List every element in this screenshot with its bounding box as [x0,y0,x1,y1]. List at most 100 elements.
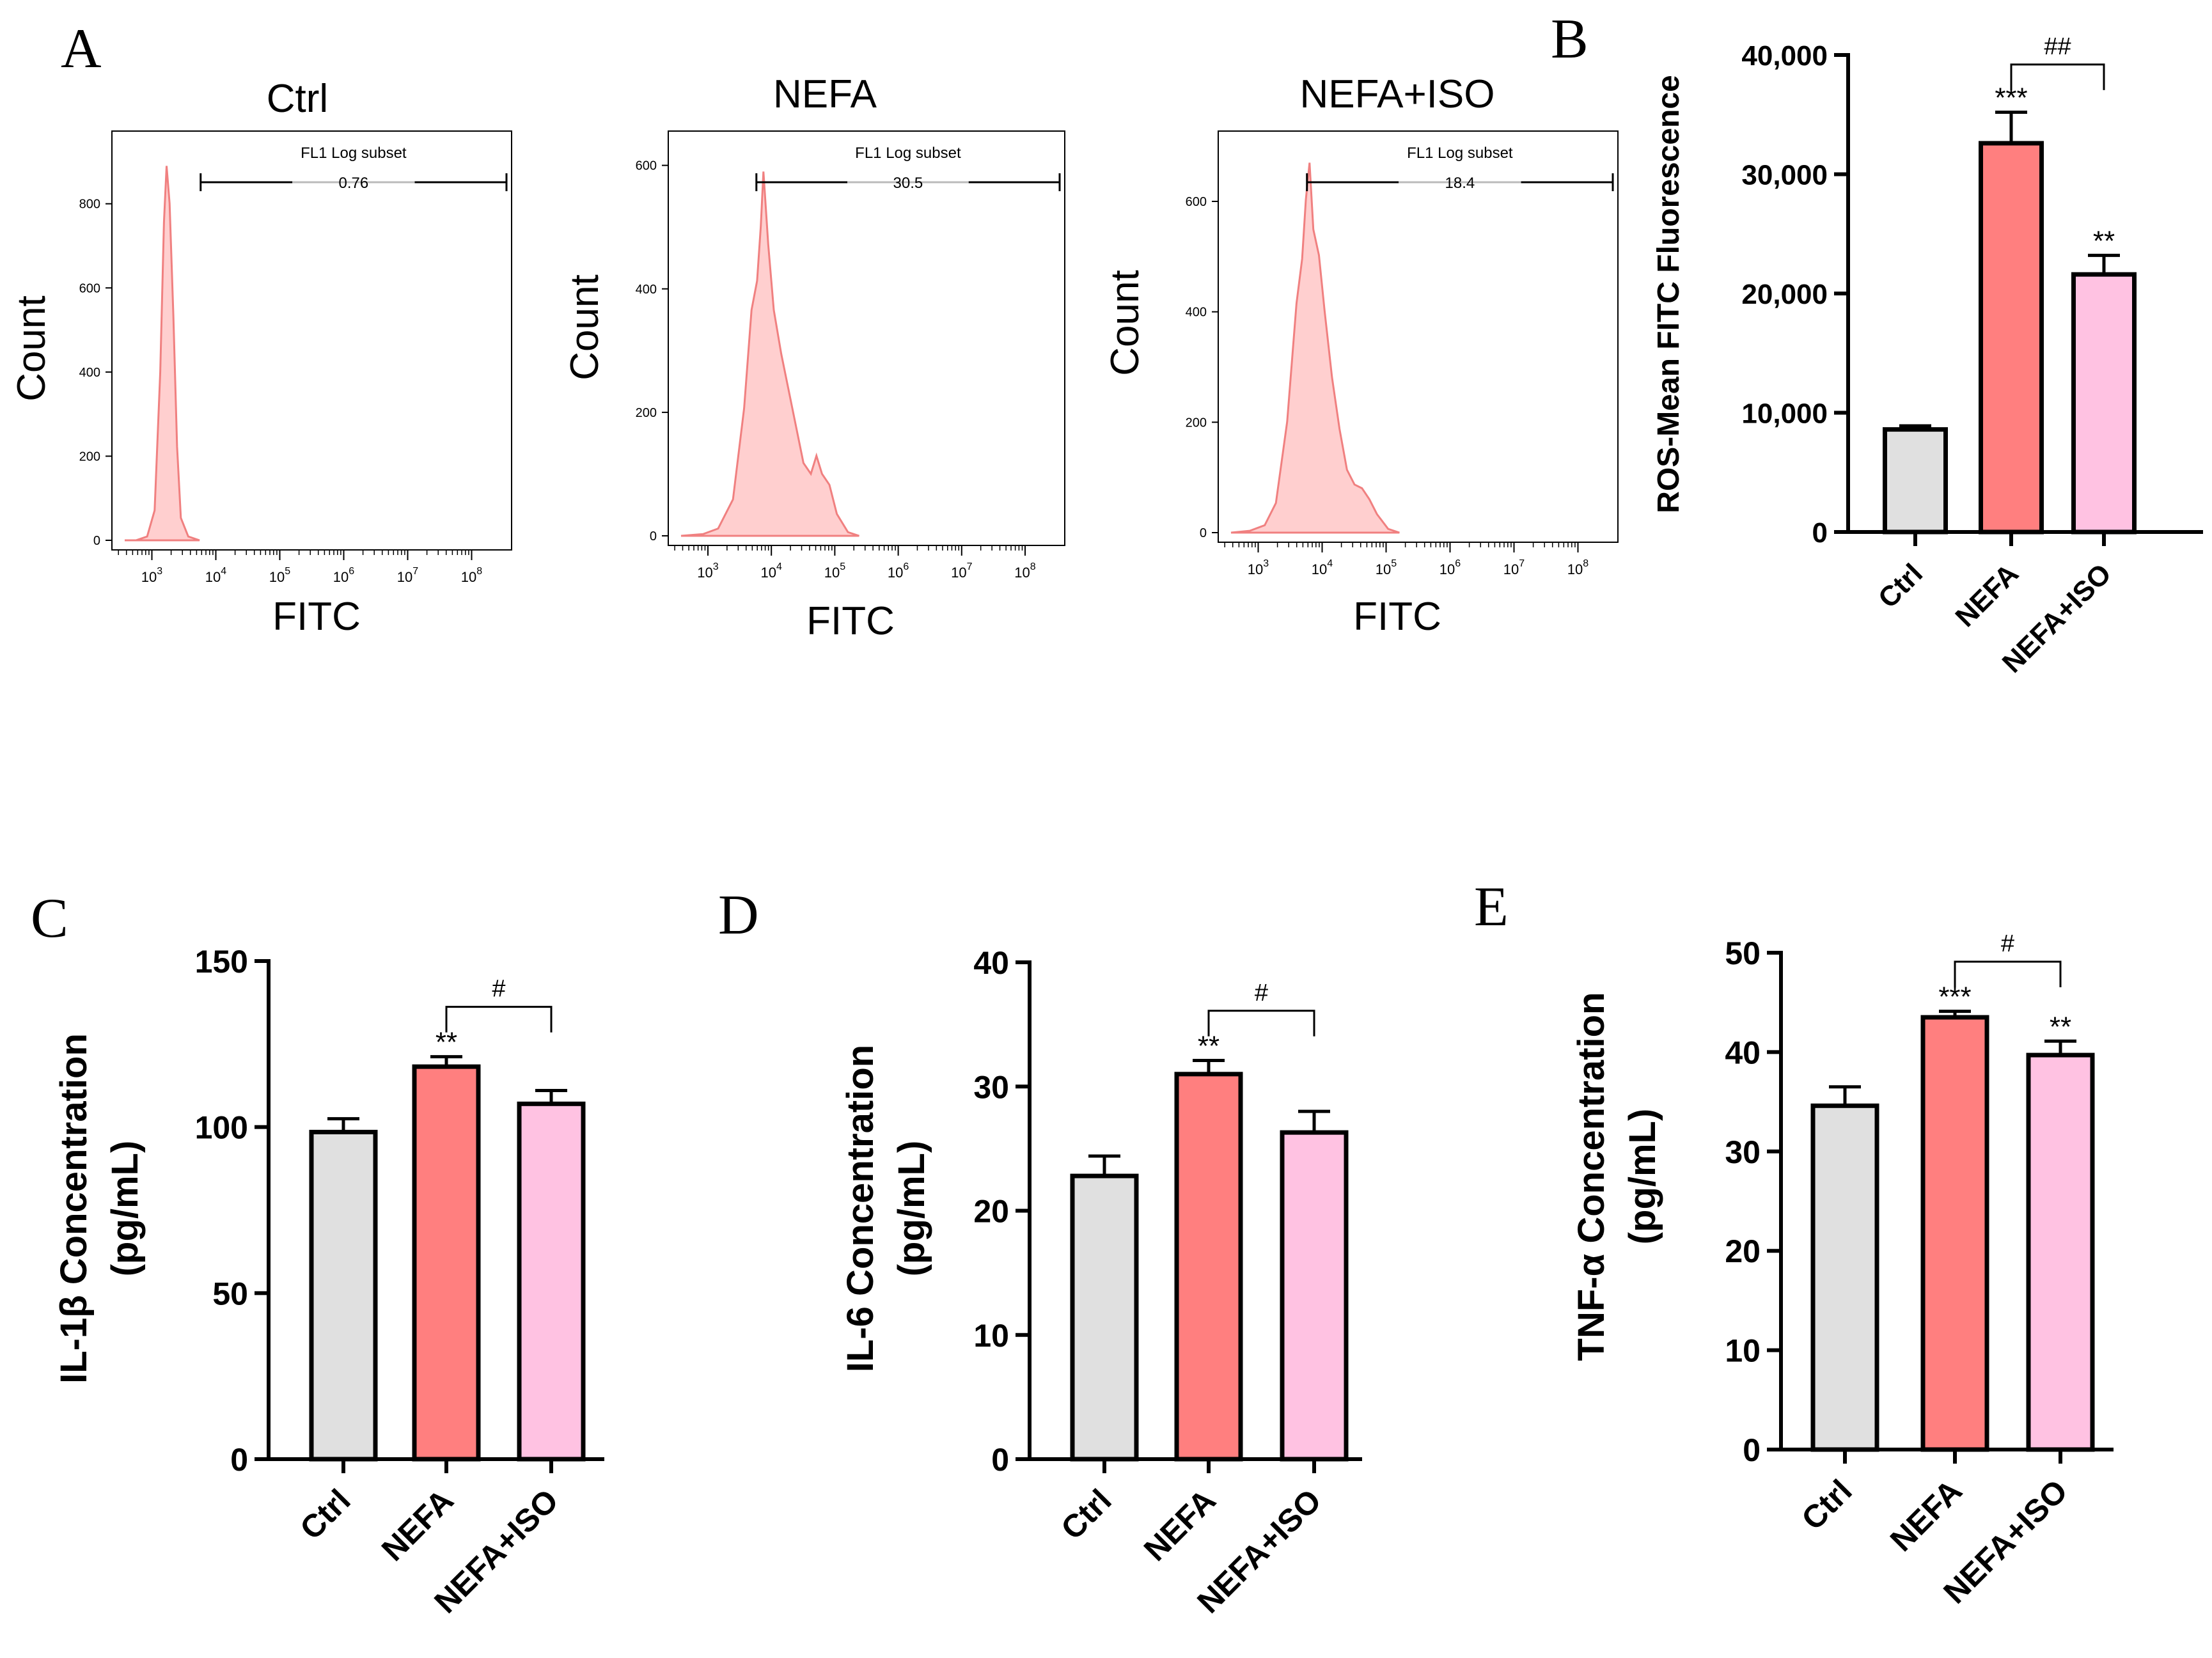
flow-x-tick-label: 108 [1567,558,1588,577]
panel-label-a: A [61,18,102,80]
y-axis-label-units: (pg/mL) [1622,1109,1663,1245]
flow-x-tick-exponent: 6 [1455,558,1461,569]
flow-x-tick-exponent: 3 [713,561,719,572]
flow-x-tick-base: 10 [397,569,412,585]
flow-x-tick-exponent: 7 [967,561,973,572]
flow-x-tick-label: 108 [461,566,482,585]
bar-ctrl [1883,427,1948,535]
flow-x-tick-base: 10 [1248,561,1263,577]
y-tick-label: 10 [1725,1333,1761,1369]
bar-nefa-iso [1280,1130,1349,1462]
flow-x-tick-base: 10 [269,569,285,585]
flow-x-tick-label: 107 [397,566,418,585]
flow-y-tick-label: 200 [79,450,100,464]
flow-title: NEFA [773,72,877,116]
flow-x-tick-exponent: 7 [1519,558,1525,569]
flow-x-tick-label: 103 [1248,558,1269,577]
panel-label-d: D [718,884,759,946]
flow-x-tick-base: 10 [888,565,903,581]
flow-x-tick-label: 103 [697,561,718,581]
flow-x-tick-exponent: 4 [776,561,782,572]
y-tick-label: 0 [1812,517,1828,549]
flow-x-tick-exponent: 8 [476,566,482,577]
flow-x-tick-base: 10 [1312,561,1327,577]
flow-x-tick-label: 104 [1312,558,1333,577]
flow-x-tick-label: 105 [269,566,290,585]
flow-x-tick-base: 10 [141,569,157,585]
flow-y-tick-label: 600 [636,159,657,173]
y-axis-label: IL-1β Concentration [53,1033,95,1384]
flow-y-tick-label: 400 [79,366,100,380]
bar-nefa-iso [2071,272,2137,535]
bar-nefa-iso [517,1101,586,1462]
y-tick-label: 10 [973,1318,1009,1354]
flow-histogram-curve [125,166,200,542]
flow-x-tick-label: 104 [761,561,782,581]
significance-bracket [2010,63,2105,90]
flow-y-tick-label: 800 [79,198,100,212]
panel-label-c: C [31,888,68,950]
flow-x-tick-exponent: 4 [221,566,226,577]
y-tick-label: 20,000 [1741,279,1828,310]
flow-y-tick-label: 0 [93,534,100,548]
flow-frame [668,130,1065,546]
y-tick-label: 30 [1725,1134,1761,1170]
flow-x-tick-exponent: 7 [412,566,418,577]
flow-y-tick-label: 400 [1186,306,1207,320]
y-tick-label: 20 [1725,1233,1761,1269]
y-tick-label: 50 [1725,935,1761,971]
bar-ctrl [1810,1103,1879,1452]
flow-x-tick-base: 10 [461,569,476,585]
bar-nefa [1920,1015,1989,1452]
panel-label-e: E [1474,876,1509,938]
flow-title: Ctrl [267,77,328,121]
flow-x-tick-label: 106 [1439,558,1461,577]
y-tick-label: 40 [973,945,1009,981]
y-tick-label: 150 [195,944,248,980]
flow-x-tick-exponent: 5 [840,561,845,572]
significance-bracket-label: # [492,976,505,1003]
significance-bracket [445,1006,553,1033]
flow-y-axis-label: Count [563,274,607,380]
flow-x-tick-base: 10 [1567,561,1583,577]
y-axis-label: ROS-Mean FITC Fluorescence [1652,75,1686,513]
flow-y-tick-label: 0 [650,529,657,544]
significance-bracket-label: ## [2044,33,2071,60]
bar-nefa [412,1064,481,1462]
flow-y-tick-label: 200 [636,406,657,420]
flow-y-axis-label: Count [10,295,54,401]
panel-label-b: B [1551,8,1588,70]
bar-ctrl [309,1129,378,1462]
y-tick-label: 0 [230,1442,248,1478]
flow-x-tick-base: 10 [333,569,349,585]
y-tick-label: 30 [973,1069,1009,1105]
bar-nefa [1979,141,2044,535]
flow-gate-value: 0.76 [339,175,369,192]
flow-x-tick-exponent: 8 [1583,558,1588,569]
y-tick-label: 10,000 [1741,398,1828,429]
y-tick-label: 20 [973,1194,1009,1230]
flow-x-tick-exponent: 5 [285,566,290,577]
y-tick-label: 0 [1743,1432,1761,1468]
flow-x-tick-exponent: 6 [349,566,354,577]
significance-bracket-label: # [1255,980,1268,1006]
y-tick-label: 40,000 [1741,40,1828,72]
flow-x-tick-base: 10 [1014,565,1030,581]
y-tick-label: 30,000 [1741,159,1828,191]
y-axis-label: IL-6 Concentration [840,1045,881,1372]
flow-gate-label: FL1 Log subset [301,145,407,162]
flow-y-tick-label: 600 [79,281,100,295]
bar-ctrl [1070,1173,1139,1462]
y-tick-label: 0 [991,1442,1009,1478]
flow-y-tick-label: 200 [1186,416,1207,430]
bar-nefa-iso [2026,1052,2095,1452]
flow-histogram-curve [1230,162,1400,534]
significance-stars: ** [2050,1011,2071,1042]
flow-x-tick-base: 10 [951,565,966,581]
flow-gate-value: 18.4 [1445,175,1475,192]
flow-x-tick-base: 10 [1376,561,1391,577]
